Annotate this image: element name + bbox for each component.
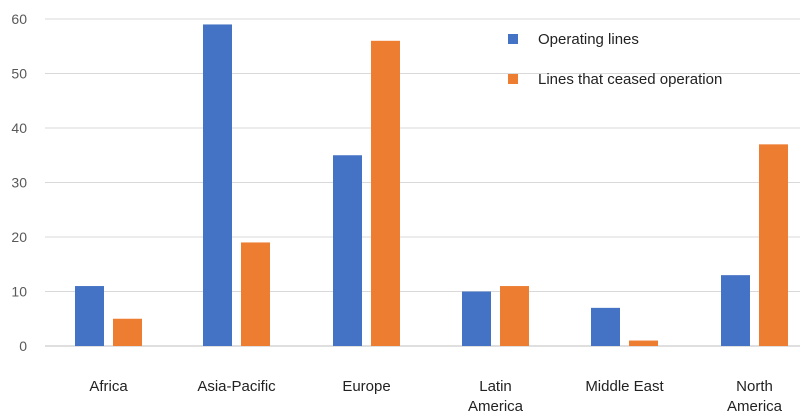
x-tick-label: North America <box>727 378 783 415</box>
x-tick-label: Asia-Pacific <box>197 378 276 395</box>
y-tick-label: 40 <box>11 120 27 136</box>
bar-ceased <box>113 318 142 346</box>
x-tick-label: Middle East <box>585 378 664 395</box>
legend-label: Operating lines <box>538 31 639 48</box>
bar-ceased <box>241 242 270 346</box>
bar-ceased <box>371 40 400 347</box>
legend-label: Lines that ceased operation <box>538 71 722 88</box>
gridlines <box>45 18 800 347</box>
legend-swatch <box>508 74 518 84</box>
bar-ceased <box>629 340 658 346</box>
x-tick-label: Europe <box>342 378 390 395</box>
y-tick-label: 10 <box>11 284 27 300</box>
bar-operating <box>75 286 104 346</box>
bar-operating <box>462 291 491 346</box>
y-tick-label: 20 <box>11 229 27 245</box>
y-tick-label: 50 <box>11 66 27 82</box>
bars <box>75 24 788 347</box>
y-axis: 0 10 20 30 40 50 60 <box>11 11 27 354</box>
legend-swatch <box>508 34 518 44</box>
x-axis: Africa Asia-Pacific Europe Latin America Midd… <box>89 378 782 415</box>
bar-operating <box>591 307 620 346</box>
legend: Operating lines Lines that ceased operati… <box>508 31 722 88</box>
y-tick-label: 60 <box>11 11 27 27</box>
bar-ceased <box>759 144 788 346</box>
bar-operating <box>333 155 362 346</box>
bar-ceased <box>500 286 529 346</box>
x-tick-label: Africa <box>89 378 128 395</box>
y-tick-label: 0 <box>19 338 27 354</box>
x-tick-label: Latin America <box>468 378 524 415</box>
y-tick-label: 30 <box>11 175 27 191</box>
bar-operating <box>203 24 232 346</box>
bar-operating <box>721 275 750 346</box>
